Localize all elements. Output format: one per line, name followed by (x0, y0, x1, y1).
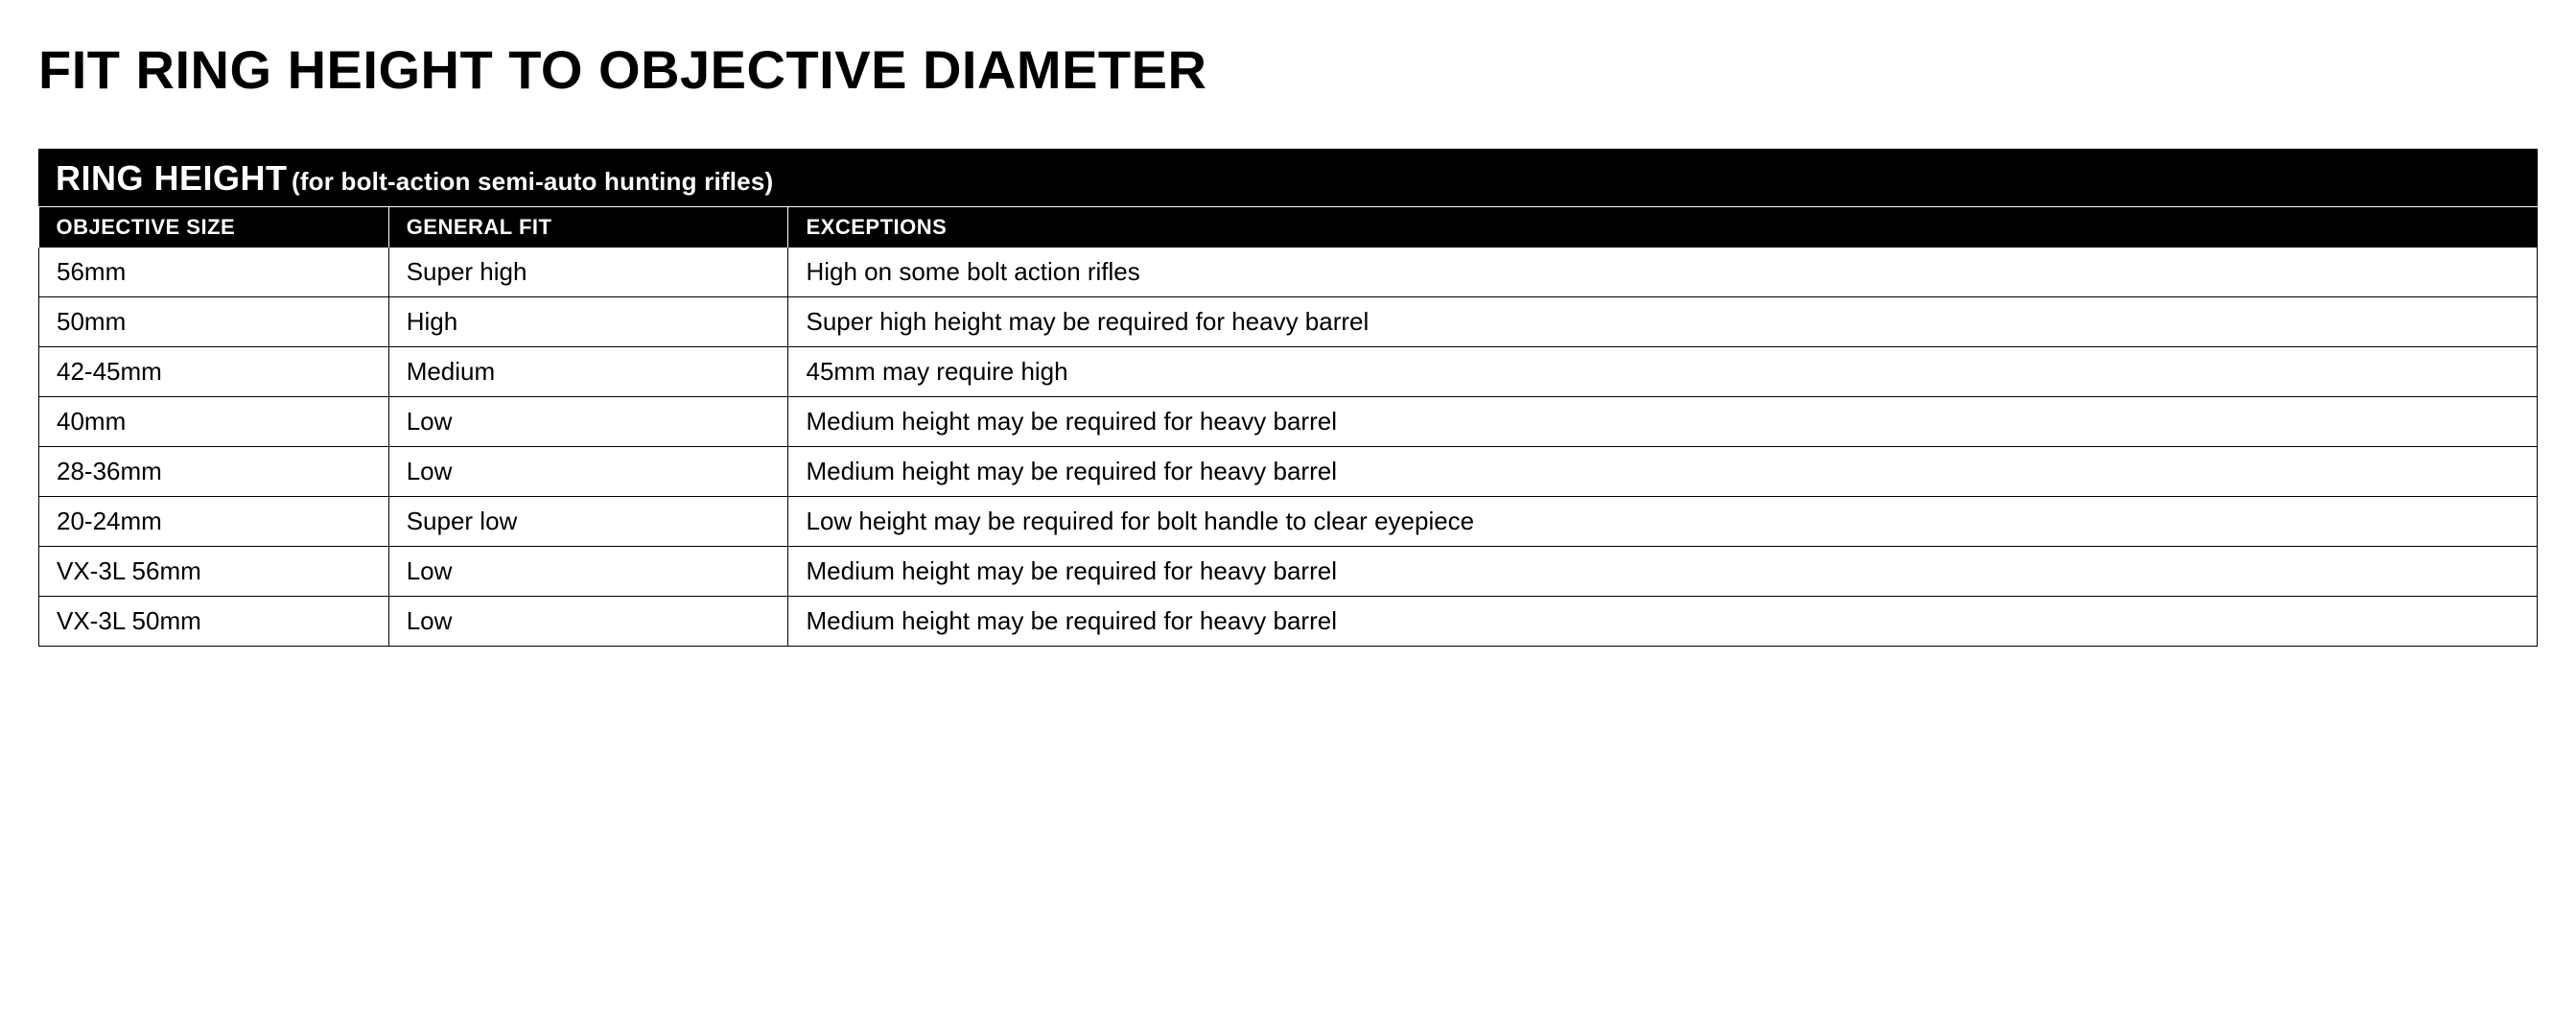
table-row: 56mm Super high High on some bolt action… (39, 248, 2538, 297)
cell-exceptions: Super high height may be required for he… (788, 297, 2538, 347)
cell-objective-size: VX-3L 50mm (39, 597, 389, 647)
col-header-general-fit: GENERAL FIT (388, 207, 788, 248)
cell-objective-size: 42-45mm (39, 347, 389, 397)
table-row: 20-24mm Super low Low height may be requ… (39, 497, 2538, 547)
cell-general-fit: Low (388, 547, 788, 597)
cell-objective-size: 50mm (39, 297, 389, 347)
table-title-sub: (for bolt-action semi-auto hunting rifle… (292, 167, 773, 196)
table-row: VX-3L 56mm Low Medium height may be requ… (39, 547, 2538, 597)
cell-exceptions: Medium height may be required for heavy … (788, 597, 2538, 647)
cell-general-fit: Low (388, 397, 788, 447)
table-row: 28-36mm Low Medium height may be require… (39, 447, 2538, 497)
cell-general-fit: Medium (388, 347, 788, 397)
table-row: 50mm High Super high height may be requi… (39, 297, 2538, 347)
col-header-objective-size: OBJECTIVE SIZE (39, 207, 389, 248)
cell-objective-size: VX-3L 56mm (39, 547, 389, 597)
cell-general-fit: Super low (388, 497, 788, 547)
table-title-main: RING HEIGHT (56, 158, 288, 198)
cell-exceptions: Low height may be required for bolt hand… (788, 497, 2538, 547)
table-row: VX-3L 50mm Low Medium height may be requ… (39, 597, 2538, 647)
cell-general-fit: Low (388, 447, 788, 497)
cell-general-fit: Super high (388, 248, 788, 297)
cell-objective-size: 56mm (39, 248, 389, 297)
col-header-exceptions: EXCEPTIONS (788, 207, 2538, 248)
cell-objective-size: 28-36mm (39, 447, 389, 497)
fit-table: OBJECTIVE SIZE GENERAL FIT EXCEPTIONS 56… (38, 207, 2538, 647)
table-row: 40mm Low Medium height may be required f… (39, 397, 2538, 447)
cell-exceptions: Medium height may be required for heavy … (788, 397, 2538, 447)
cell-objective-size: 40mm (39, 397, 389, 447)
column-header-row: OBJECTIVE SIZE GENERAL FIT EXCEPTIONS (39, 207, 2538, 248)
cell-objective-size: 20-24mm (39, 497, 389, 547)
cell-general-fit: High (388, 297, 788, 347)
cell-general-fit: Low (388, 597, 788, 647)
table-title-bar: RING HEIGHT (for bolt-action semi-auto h… (38, 149, 2538, 207)
cell-exceptions: Medium height may be required for heavy … (788, 547, 2538, 597)
ring-height-table: RING HEIGHT (for bolt-action semi-auto h… (38, 149, 2538, 647)
table-row: 42-45mm Medium 45mm may require high (39, 347, 2538, 397)
page-title: FIT RING HEIGHT TO OBJECTIVE DIAMETER (38, 38, 2538, 101)
cell-exceptions: High on some bolt action rifles (788, 248, 2538, 297)
cell-exceptions: 45mm may require high (788, 347, 2538, 397)
cell-exceptions: Medium height may be required for heavy … (788, 447, 2538, 497)
